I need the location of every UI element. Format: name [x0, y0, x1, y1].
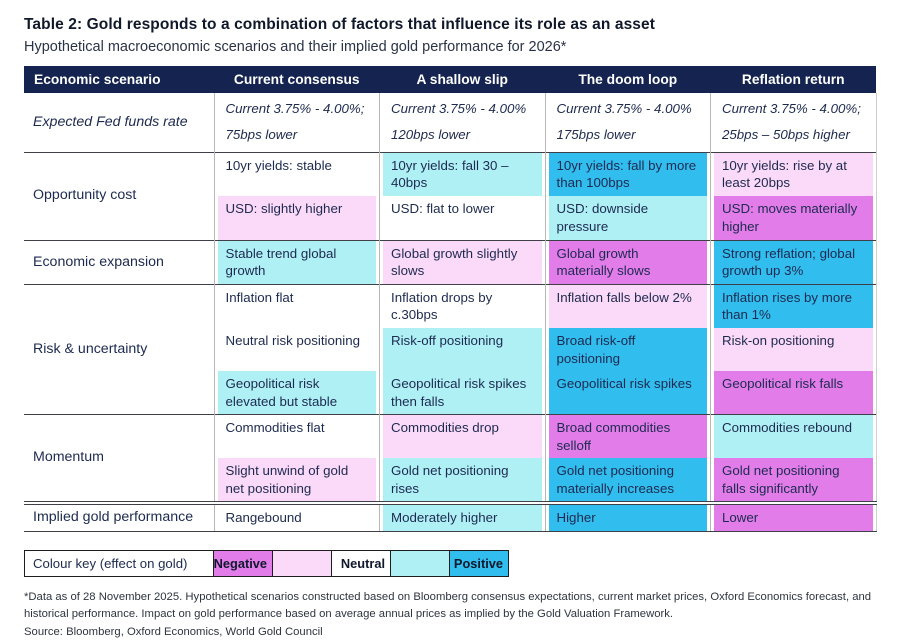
scenario-cell: USD: moves materially higher	[710, 196, 877, 241]
key-item-negative: Negative	[213, 549, 273, 577]
table-row: Risk & uncertainty Inflation flat Inflatio…	[24, 283, 877, 415]
table-row: Slight unwind of gold net positioning Gol…	[24, 458, 877, 504]
column-header: Economic scenario	[24, 66, 214, 93]
scenario-cell: Global growth slightly slows	[379, 239, 545, 285]
scenario-cell: Risk-on positioning	[710, 328, 877, 372]
table-row: USD: slightly higher USD: flat to lower US…	[24, 196, 877, 241]
macro-scenarios-table: Economic scenario Current consensus A shal…	[24, 66, 877, 532]
scenario-cell: Gold net positioning rises	[379, 458, 545, 504]
column-header: The doom loop	[545, 66, 711, 93]
page-subtitle: Hypothetical macroeconomic scenarios and…	[24, 39, 567, 55]
scenario-cell: Strong reflation; global growth up 3%	[710, 239, 877, 285]
scenario-cell: 10yr yields: rise by at least 20bps	[710, 151, 877, 197]
scenario-cell: Current 3.75% - 4.00%; 25bps – 50bps hig…	[710, 93, 877, 153]
color-key-items: Negative Neutral Positive	[213, 549, 509, 577]
scenario-cell: Higher	[544, 501, 711, 532]
column-header: Reflation return	[710, 66, 876, 93]
row-label: Risk & uncertainty	[24, 283, 214, 415]
scenario-cell: Slight unwind of gold net positioning	[213, 458, 380, 504]
table-row: Expected Fed funds rate Current 3.75% - 4…	[24, 93, 877, 153]
scenario-cell: USD: downside pressure	[544, 196, 711, 241]
table-row: Implied gold performance Rangebound Modera…	[24, 501, 877, 532]
scenario-cell: 10yr yields: stable	[213, 151, 380, 197]
footnote-source: Source: Bloomberg, Oxford Economics, Wor…	[24, 625, 323, 638]
scenario-cell: Moderately higher	[379, 501, 545, 532]
scenario-cell: Commodities rebound	[710, 414, 877, 459]
row-label: Expected Fed funds rate	[24, 93, 214, 153]
scenario-cell: USD: slightly higher	[213, 196, 380, 241]
table-body: Expected Fed funds rate Current 3.75% - 4…	[24, 93, 877, 532]
scenario-cell: 10yr yields: fall by more than 100bps	[544, 151, 711, 197]
table-header-row: Economic scenario Current consensus A shal…	[24, 66, 876, 93]
table-row: Geopolitical risk elevated but stable Geo…	[24, 371, 877, 415]
scenario-cell: Commodities flat	[213, 414, 380, 459]
row-label: Economic expansion	[24, 239, 214, 285]
key-swatch	[272, 549, 332, 577]
scenario-cell: Current 3.75% - 4.00% 175bps lower	[544, 93, 711, 153]
scenario-cell: Geopolitical risk elevated but stable	[213, 371, 380, 415]
scenario-cell: Inflation drops by c.30bps	[379, 283, 545, 329]
scenario-cell: Stable trend global growth	[213, 239, 380, 285]
key-item-positive: Positive	[449, 549, 509, 577]
table-row: Momentum Commodities flat Commodities drop…	[24, 414, 877, 504]
scenario-cell: Neutral risk positioning	[213, 328, 380, 372]
scenario-cell: Inflation rises by more than 1%	[710, 283, 877, 329]
scenario-cell: Current 3.75% - 4.00%; 75bps lower	[213, 93, 380, 153]
key-item-neutral: Neutral	[331, 549, 391, 577]
scenario-cell: Commodities drop	[379, 414, 545, 459]
scenario-cell: Inflation flat	[213, 283, 380, 329]
scenario-cell: Current 3.75% - 4.00% 120bps lower	[379, 93, 545, 153]
table-row: Neutral risk positioning Risk-off positio…	[24, 328, 877, 372]
scenario-cell: Gold net positioning materially increase…	[544, 458, 711, 504]
scenario-cell: Global growth materially slows	[544, 239, 711, 285]
scenario-cell: Broad commodities selloff	[544, 414, 711, 459]
scenario-cell: Lower	[710, 501, 877, 532]
table-row: Economic expansion Stable trend global gr…	[24, 239, 877, 285]
scenario-cell: Gold net positioning falls significantly	[710, 458, 877, 504]
scenario-cell: Broad risk-off positioning	[544, 328, 711, 372]
scenario-cell: Risk-off positioning	[379, 328, 545, 372]
footnote-data-note: *Data as of 28 November 2025. Hypothetic…	[24, 590, 872, 620]
color-key: Colour key (effect on gold) Negative Neut…	[24, 549, 510, 577]
scenario-cell: Inflation falls below 2%	[544, 283, 711, 329]
column-header: Current consensus	[214, 66, 380, 93]
page-title: Table 2: Gold responds to a combination …	[24, 16, 656, 33]
color-key-label: Colour key (effect on gold)	[24, 549, 214, 577]
scenario-cell: Geopolitical risk falls	[710, 371, 877, 415]
scenario-cell: 10yr yields: fall 30 – 40bps	[379, 151, 545, 197]
key-swatch	[390, 549, 450, 577]
column-header: A shallow slip	[379, 66, 545, 93]
row-label: Implied gold performance	[24, 501, 214, 532]
scenario-cell: Rangebound	[213, 501, 380, 532]
row-label: Momentum	[24, 414, 214, 504]
table-row: Opportunity cost 10yr yields: stable 10yr …	[24, 151, 877, 241]
scenario-cell: Geopolitical risk spikes then falls	[379, 371, 545, 415]
row-label: Opportunity cost	[24, 151, 214, 241]
scenario-cell: Geopolitical risk spikes	[544, 371, 711, 415]
footnotes: *Data as of 28 November 2025. Hypothetic…	[24, 589, 882, 641]
scenario-cell: USD: flat to lower	[379, 196, 545, 241]
